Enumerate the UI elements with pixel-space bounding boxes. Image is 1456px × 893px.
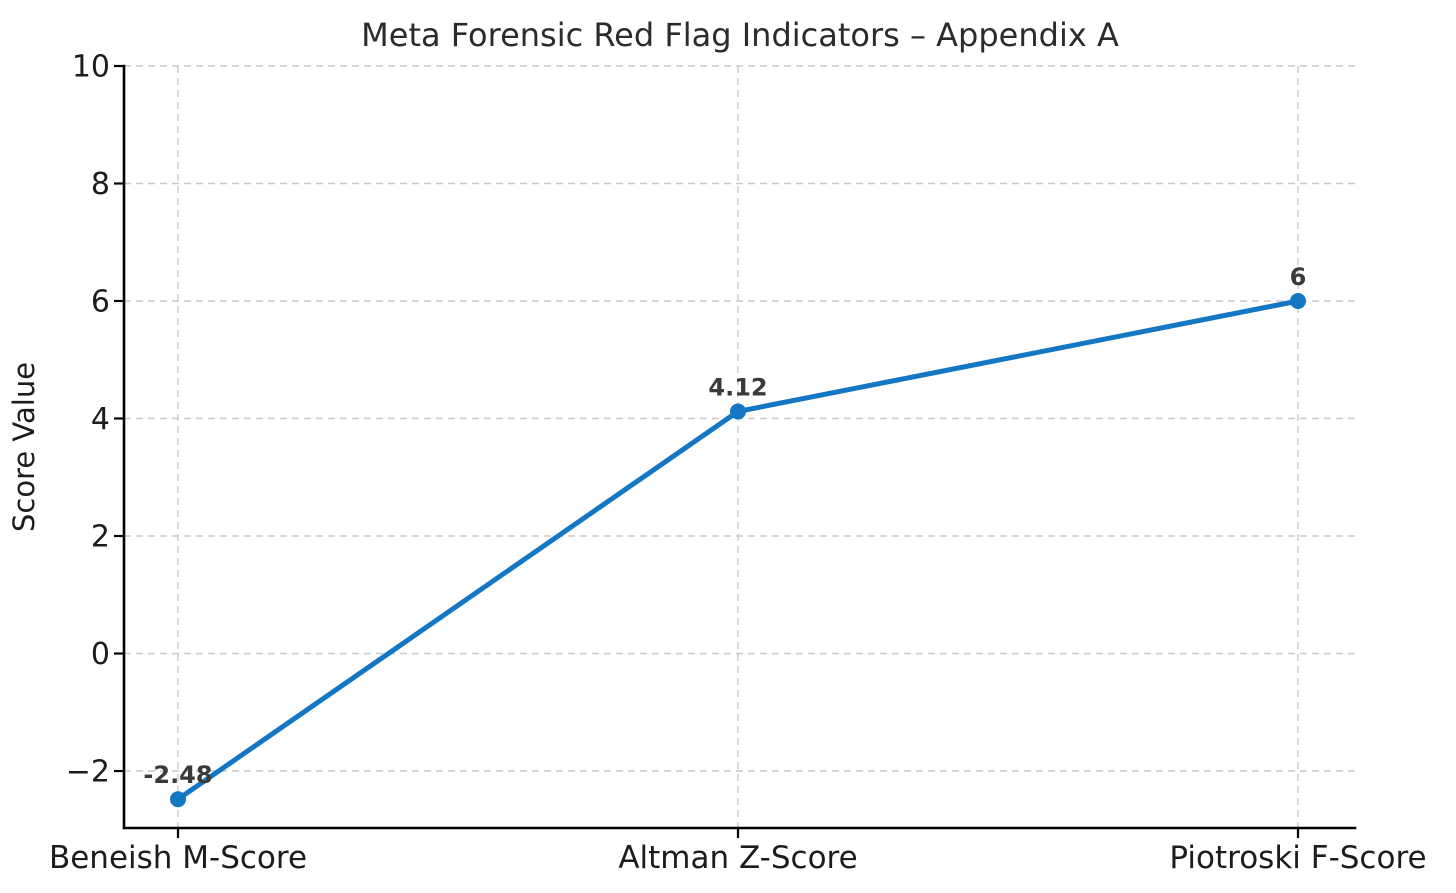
y-tick-label: 4 — [91, 402, 110, 437]
y-tick-label: 0 — [91, 637, 110, 672]
y-tick-label: 10 — [72, 50, 110, 85]
data-point-label: 6 — [1290, 263, 1307, 291]
y-tick-label: 2 — [91, 520, 110, 555]
y-tick-label: 6 — [91, 285, 110, 320]
data-point-label: -2.48 — [143, 761, 212, 789]
x-tick-label: Piotroski F-Score — [1169, 840, 1426, 876]
series-layer: -2.48 4.12 6 — [143, 263, 1307, 808]
y-tick-label: −2 — [66, 755, 110, 790]
x-tick-label: Altman Z-Score — [618, 840, 857, 876]
data-point-marker — [1290, 293, 1306, 310]
x-tick-label: Beneish M-Score — [49, 840, 307, 876]
y-axis-title: Score Value — [7, 362, 41, 532]
grid-layer — [124, 65, 1355, 828]
data-point-marker — [730, 403, 746, 420]
y-tick-label: 8 — [91, 167, 110, 202]
data-point-marker — [170, 791, 186, 808]
chart-title: Meta Forensic Red Flag Indicators – Appe… — [361, 16, 1119, 54]
axis-layer: −2 0 2 4 6 8 10 Beneish M-Score Altman Z-Score Pi… — [49, 50, 1427, 877]
data-point-label: 4.12 — [708, 373, 767, 401]
